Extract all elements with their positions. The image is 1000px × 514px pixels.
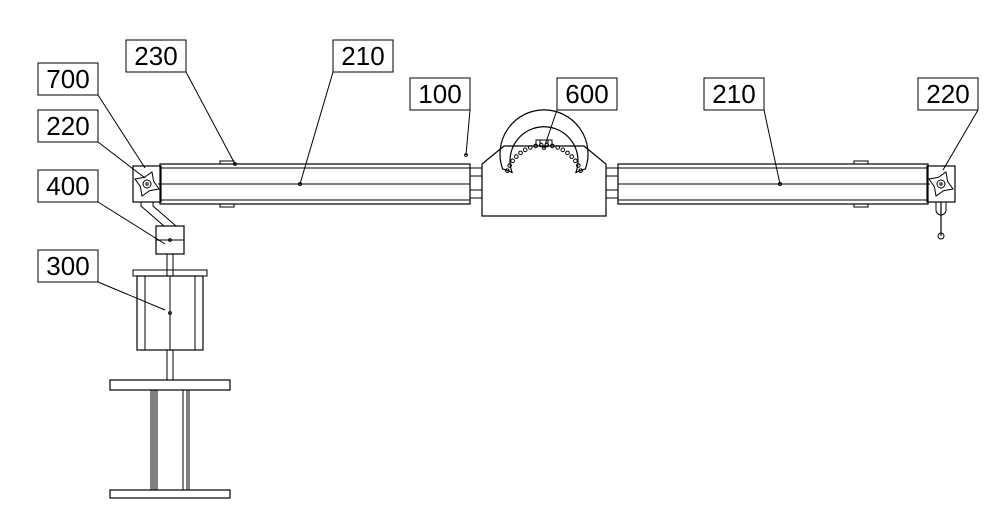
label-l210a: 210 (300, 40, 393, 184)
end-joint-right (927, 166, 955, 202)
center-ring (500, 110, 588, 173)
label-text: 220 (926, 79, 969, 109)
label-text: 300 (46, 251, 89, 281)
label-l230: 230 (126, 40, 235, 164)
left-actuator-assembly (110, 202, 230, 498)
label-l220l: 220 (38, 110, 145, 178)
label-l100: 100 (410, 78, 470, 155)
label-text: 100 (418, 79, 461, 109)
label-l220r: 220 (918, 78, 978, 170)
label-l300: 300 (38, 250, 165, 310)
diagram-root (110, 110, 955, 498)
label-text: 400 (46, 171, 89, 201)
label-text: 210 (712, 79, 755, 109)
right-hang-pin (936, 202, 946, 239)
label-text: 700 (46, 64, 89, 94)
label-text: 230 (134, 41, 177, 71)
label-l400: 400 (38, 170, 165, 244)
label-text: 600 (565, 79, 608, 109)
label-l600: 600 (544, 78, 617, 148)
label-text: 210 (341, 41, 384, 71)
label-text: 220 (46, 111, 89, 141)
